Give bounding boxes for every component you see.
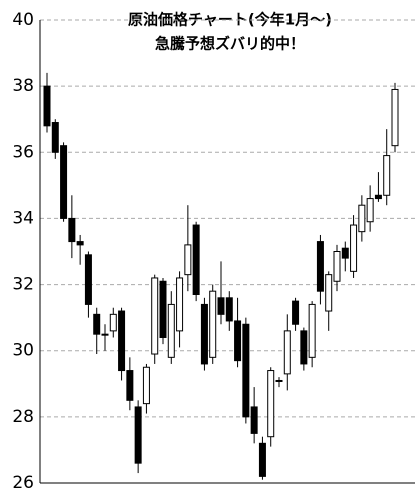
candle-body — [225, 297, 233, 322]
y-tick-label: 34 — [12, 208, 34, 228]
candle-body — [159, 280, 167, 338]
chart-subtitle: 急騰予想ズバリ的中！ — [155, 35, 305, 53]
candle-body — [176, 277, 184, 332]
candle-body — [151, 277, 159, 355]
candle-body — [300, 330, 308, 365]
candle-body — [68, 217, 76, 243]
y-tick-label: 26 — [12, 473, 34, 493]
candle-body — [308, 303, 316, 358]
candle-body — [250, 406, 258, 434]
candle-body — [60, 145, 68, 219]
y-tick-label: 40 — [12, 10, 34, 30]
candle-body — [51, 122, 59, 153]
candle-body — [118, 310, 126, 372]
y-tick-label: 32 — [12, 275, 34, 295]
candle-body — [325, 274, 333, 312]
candle-body — [43, 85, 51, 127]
candle-body — [134, 406, 142, 464]
candle-body — [84, 254, 92, 305]
candle-body — [242, 323, 250, 418]
candle-body — [275, 379, 283, 382]
candle-body — [167, 303, 175, 358]
candle-body — [200, 303, 208, 365]
y-tick-label: 28 — [12, 407, 34, 427]
y-tick-label: 38 — [12, 76, 34, 96]
candle-body — [142, 366, 150, 405]
candle-body — [109, 313, 117, 332]
candle-body — [374, 194, 382, 200]
candle-body — [292, 300, 300, 325]
candle-body — [267, 370, 275, 438]
candle-body — [209, 290, 217, 358]
candle-body — [358, 204, 366, 233]
candle-body — [350, 224, 358, 272]
candle-body — [126, 370, 134, 401]
y-tick-label: 30 — [12, 341, 34, 361]
candle-body — [341, 247, 349, 259]
candle-body — [391, 88, 399, 147]
candle-body — [333, 251, 341, 282]
candle-body — [101, 333, 109, 336]
y-tick-label: 36 — [12, 142, 34, 162]
candle-body — [234, 320, 242, 362]
candle-body — [76, 241, 84, 246]
candle-body — [383, 155, 391, 196]
candle-body — [366, 198, 374, 223]
candle-body — [184, 244, 192, 276]
candle-body — [283, 330, 291, 375]
candle-body — [192, 224, 200, 295]
candle-body — [93, 313, 101, 335]
candle-body — [217, 297, 225, 315]
candle-body — [316, 241, 324, 292]
candle-body — [258, 442, 266, 477]
